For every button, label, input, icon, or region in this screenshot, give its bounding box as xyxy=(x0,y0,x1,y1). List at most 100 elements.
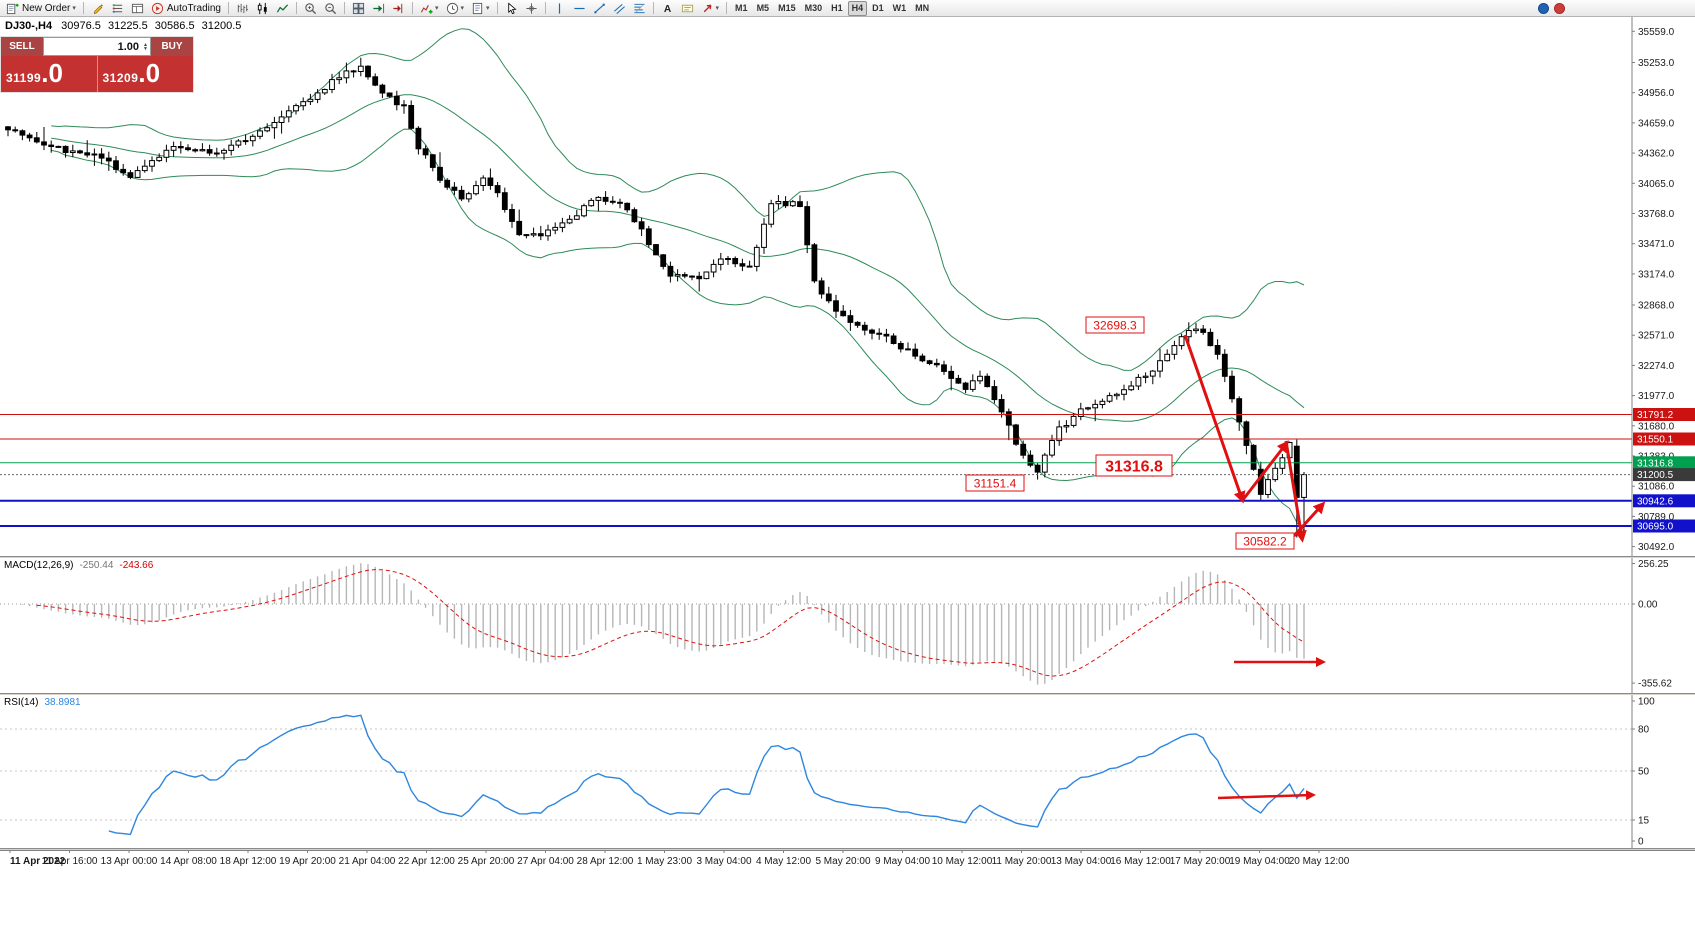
sell-price-main: 31199 xyxy=(6,71,42,85)
bar-chart-button[interactable] xyxy=(233,1,252,16)
buy-button[interactable]: BUY xyxy=(151,37,193,56)
timeframe-m15-button[interactable]: M15 xyxy=(778,3,796,13)
time-axis-label: 11 May 20:00 xyxy=(992,856,1052,867)
price-axis[interactable]: 35559.0 35253.0 34956.0 34659.0 34362.0 34065… xyxy=(1631,17,1695,556)
horizontal-line-button[interactable] xyxy=(570,1,589,16)
macd-signal-value: -243.66 xyxy=(119,560,154,571)
buy-price[interactable]: 31209.0 xyxy=(96,56,194,92)
crosshair-button[interactable] xyxy=(522,1,541,16)
metaeditor-button[interactable] xyxy=(88,1,107,16)
text-label-button[interactable] xyxy=(678,1,697,16)
trend-arrow[interactable] xyxy=(1183,334,1246,504)
price-annotation[interactable]: 32698.3 xyxy=(1085,316,1145,334)
arrows-button[interactable]: ▾ xyxy=(698,1,723,16)
time-axis-label: 27 Apr 04:00 xyxy=(517,856,574,867)
arrows-icon xyxy=(703,4,711,12)
toolbar-separator xyxy=(726,2,728,14)
svg-text:31791.2: 31791.2 xyxy=(1637,410,1674,421)
svg-text:34659.0: 34659.0 xyxy=(1638,118,1675,129)
svg-text:35253.0: 35253.0 xyxy=(1638,58,1675,69)
tile-windows-button[interactable] xyxy=(349,1,368,16)
candlestick-chart-button[interactable] xyxy=(253,1,272,16)
svg-text:32868.0: 32868.0 xyxy=(1638,301,1675,312)
time-axis-label: 16 May 12:00 xyxy=(1110,856,1171,867)
svg-text:30789.0: 30789.0 xyxy=(1638,512,1675,523)
timeframe-m1-button[interactable]: M1 xyxy=(735,3,748,13)
price-annotation[interactable]: 31316.8 xyxy=(1095,454,1173,477)
timeframe-d1-button[interactable]: D1 xyxy=(872,3,884,13)
data-window-button[interactable] xyxy=(128,1,147,16)
crosshair-icon xyxy=(525,2,537,14)
toolbar-separator xyxy=(295,2,297,14)
templates-button[interactable]: ▾ xyxy=(468,1,493,16)
stepper-down-icon[interactable]: ▼ xyxy=(143,45,148,52)
timeframe-mn-button[interactable]: MN xyxy=(915,3,930,13)
svg-text:0: 0 xyxy=(1638,837,1644,848)
price-annotation[interactable]: 31151.4 xyxy=(965,474,1025,492)
toolbar: New Order ▾ AutoTrading ▾ ▾ ▾ A ▾ M1 M5 M15 M30 H1 H4… xyxy=(0,0,1695,17)
vline-icon xyxy=(558,2,560,14)
price-annotation[interactable]: 30582.2 xyxy=(1235,532,1295,550)
periods-icon xyxy=(446,2,458,14)
new-order-button[interactable]: New Order ▾ xyxy=(3,1,79,16)
connection-status-icon[interactable] xyxy=(1538,3,1549,14)
timeframe-w1-button[interactable]: W1 xyxy=(892,3,907,13)
notification-icon[interactable] xyxy=(1554,3,1565,14)
buy-price-main: 31209 xyxy=(102,71,139,85)
price-chart[interactable]: 32698.3 31316.8 31151.4 30582.2 35559.0 35253… xyxy=(0,17,1695,556)
line-chart-button[interactable] xyxy=(273,1,292,16)
trendline-icon xyxy=(593,3,605,13)
stepper-up-icon[interactable]: ▲ xyxy=(143,41,148,48)
time-axis-label: 4 May 12:00 xyxy=(756,856,811,867)
macd-panel[interactable]: 256.25 0.00 -355.62 xyxy=(0,558,1695,693)
trend-arrow[interactable] xyxy=(1240,440,1289,502)
trend-arrow[interactable] xyxy=(1292,501,1326,538)
sell-price[interactable]: 31199.0 xyxy=(1,56,97,92)
time-axis-label: 13 May 04:00 xyxy=(1051,856,1112,867)
zoom-out-button[interactable] xyxy=(321,1,340,16)
time-axis-label: 18 Apr 12:00 xyxy=(220,856,277,867)
panel-separator[interactable] xyxy=(0,693,1695,695)
svg-text:32698.3: 32698.3 xyxy=(1093,318,1137,332)
time-axis-label: 1 May 23:00 xyxy=(637,856,692,867)
equidistant-channel-button[interactable] xyxy=(610,1,629,16)
timeframe-m30-button[interactable]: M30 xyxy=(804,3,823,13)
autotrading-button[interactable]: AutoTrading xyxy=(148,1,224,16)
zoom-in-button[interactable] xyxy=(301,1,320,16)
autotrading-button-label: AutoTrading xyxy=(166,2,221,14)
market-watch-button[interactable] xyxy=(108,1,127,16)
auto-scroll-button[interactable] xyxy=(369,1,388,16)
indicators-button[interactable]: ▾ xyxy=(417,1,442,16)
fibonacci-button[interactable] xyxy=(630,1,649,16)
timeframe-h4-button[interactable]: H4 xyxy=(847,0,868,16)
text-button[interactable]: A xyxy=(658,1,677,16)
chevron-down-icon: ▾ xyxy=(486,5,490,12)
trendline-button[interactable] xyxy=(590,1,609,16)
rsi-trend-arrow[interactable] xyxy=(1217,790,1316,801)
time-axis-label: 9 May 04:00 xyxy=(875,856,930,867)
panel-separator[interactable] xyxy=(0,556,1695,558)
chevron-down-icon: ▾ xyxy=(72,5,76,12)
periods-button[interactable]: ▾ xyxy=(443,1,468,16)
panel-separator[interactable] xyxy=(0,848,1695,850)
svg-text:31086.0: 31086.0 xyxy=(1638,482,1675,493)
chart-shift-button[interactable] xyxy=(389,1,408,16)
indicators-icon xyxy=(420,4,433,14)
volume-field[interactable]: 1.00 ▲ ▼ xyxy=(43,37,151,56)
chevron-down-icon: ▾ xyxy=(434,5,439,12)
timeframe-m5-button[interactable]: M5 xyxy=(756,3,770,13)
autoscroll-icon xyxy=(373,3,385,13)
vertical-line-button[interactable] xyxy=(550,1,569,16)
rsi-panel[interactable]: 100 80 50 15 0 xyxy=(0,695,1695,848)
volume-value: 1.00 xyxy=(117,40,140,53)
timeframe-h1-button[interactable]: H1 xyxy=(831,3,843,13)
svg-text:32274.0: 32274.0 xyxy=(1638,361,1675,372)
svg-text:100: 100 xyxy=(1638,697,1655,708)
sell-button[interactable]: SELL xyxy=(1,37,43,56)
cursor-button[interactable] xyxy=(502,1,521,16)
rsi-label: RSI(14) 38.8981 xyxy=(4,697,81,708)
svg-text:31151.4: 31151.4 xyxy=(974,476,1017,490)
volume-stepper[interactable]: ▲ ▼ xyxy=(143,41,148,52)
trend-arrow[interactable] xyxy=(1284,440,1307,543)
